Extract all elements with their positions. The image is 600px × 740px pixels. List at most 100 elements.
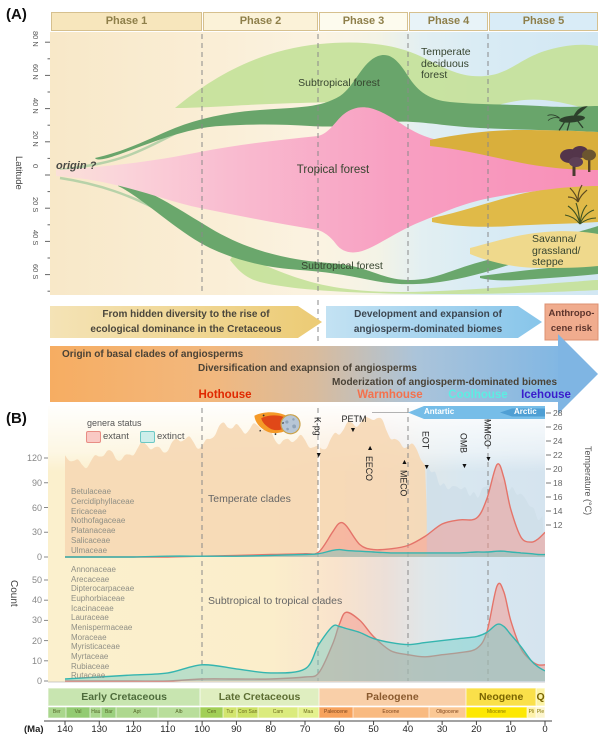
anthropocene-box xyxy=(544,303,599,341)
tropical-forest-label: Tropical forest xyxy=(296,164,370,176)
latitude-tick-label: 80 N xyxy=(31,31,40,48)
temperate-extant-fill xyxy=(64,463,545,558)
shrub-icon xyxy=(567,184,588,203)
count-top-tick-label: 60 xyxy=(31,502,42,513)
temperate-clades-label: Temperate clades xyxy=(208,493,291,505)
stage-con-san: Con San xyxy=(237,707,259,718)
count-bottom-tick-label: 10 xyxy=(31,655,42,666)
tropical-family-list: Annonaceae Arecaceae Dipterocarpaceae Eupho… xyxy=(71,565,134,681)
ma-tick-label: 100 xyxy=(194,724,211,735)
event-label-meco: MECO xyxy=(398,470,409,497)
climate-label-coolhouse: Coolhouse xyxy=(448,389,508,401)
ma-tick-label: 30 xyxy=(436,724,448,735)
tree-icon xyxy=(560,146,596,176)
family-name: Ulmaceae xyxy=(71,545,108,555)
latitude-tick-label: 60 N xyxy=(31,64,40,81)
anthropocene-line2: cene risk xyxy=(550,323,593,334)
family-name: Platanaceae xyxy=(71,526,116,536)
temperate-family-list: Betulaceae Cercidiphyllaceae Ericaceae Noth… xyxy=(71,487,134,556)
origin-label: origin ? xyxy=(56,160,97,172)
event-marker-omb: ▼ xyxy=(460,463,468,470)
stream-temperate-south xyxy=(230,252,598,294)
ma-tick-label: 80 xyxy=(265,724,276,735)
ma-tick-label: 70 xyxy=(299,724,311,735)
tropical-extant-fill xyxy=(64,583,545,682)
ma-tick-label: 50 xyxy=(368,724,379,735)
event-marker-petm: ▼ xyxy=(349,427,357,434)
family-name: Annonaceae xyxy=(71,565,116,574)
grass-icon xyxy=(564,202,597,225)
event-label-eot: EOT xyxy=(420,431,431,450)
panel-b-canvas xyxy=(44,406,551,683)
stage-tur: Tur xyxy=(223,707,238,718)
temperature-axis-label: Temperature (°C) xyxy=(583,446,593,516)
family-name: Dipterocarpaceae xyxy=(71,584,135,594)
tropical-clades-label: Subtropical to tropical clades xyxy=(208,595,343,607)
stage-pli: Pli xyxy=(526,707,537,718)
arrow1-line2: ecological dominance in the Cretaceous xyxy=(90,324,282,335)
legend-label-extinct: extinct xyxy=(157,431,185,442)
tropical-extinct-line xyxy=(64,623,545,680)
arctic-label: Arctic xyxy=(514,407,537,416)
family-name: Rubiaceae xyxy=(71,661,110,671)
temp-tick-label: 12 xyxy=(553,520,563,530)
ma-axis-label: (Ma) xyxy=(24,724,44,735)
stream-green-thin-south xyxy=(480,264,598,281)
family-name: Euphorbiaceae xyxy=(71,593,125,603)
count-top-tick-label: 120 xyxy=(26,453,42,463)
stage-eocene: Eocene xyxy=(352,707,429,718)
family-name: Moraceae xyxy=(71,632,107,642)
family-name: Myrtaceae xyxy=(71,651,109,661)
arrow1-text: From hidden diversity to the rise of eco… xyxy=(60,307,312,337)
temp-tick-label: 26 xyxy=(553,422,563,432)
stage-val: Val xyxy=(65,707,91,718)
temp-tick-label: 20 xyxy=(553,464,563,474)
family-name: Ericaceae xyxy=(71,506,107,516)
temperate-deciduous-label: Temperate deciduous forest xyxy=(421,46,471,81)
tropical-extant-line xyxy=(64,582,545,682)
period-neogene: Neogene xyxy=(466,688,537,706)
family-name: Menispermaceae xyxy=(71,622,133,632)
latitude-tick-label: 60 S xyxy=(31,263,40,280)
family-name: Salicaceae xyxy=(71,535,111,545)
stage-oligocene: Oligocene xyxy=(428,707,467,718)
stage-cam: Cam xyxy=(258,707,298,718)
count-top-tick-label: 90 xyxy=(31,477,42,488)
count-bottom-tick-label: 20 xyxy=(31,635,42,646)
event-label-petm: PETM xyxy=(341,414,367,424)
stage-apt: Apt xyxy=(116,707,158,718)
bigarrow-body xyxy=(50,346,558,402)
ma-tick-label: 110 xyxy=(160,724,176,735)
event-marker-eot: ▼ xyxy=(423,464,431,471)
temp-tick-label: 24 xyxy=(553,436,563,446)
climate-label-icehouse: Icehouse xyxy=(521,389,571,401)
count-top-tick-label: 0 xyxy=(36,552,42,562)
latitude-tick-label: 20 S xyxy=(31,197,40,213)
subtropical-forest-north-label: Subtropical forest xyxy=(298,77,380,89)
stream-savanna-south xyxy=(432,186,598,227)
phase-header-3: Phase 3 xyxy=(319,12,408,31)
family-name: Lauraceae xyxy=(71,613,109,623)
arrow2-text: Development and expansion of angiosperm-… xyxy=(330,307,526,337)
event-label-k-pg: K-pg xyxy=(312,417,323,436)
savanna-label: Savanna/ grassland/ steppe xyxy=(532,233,581,268)
legend-swatch-extant xyxy=(86,431,101,443)
bigarrow-line1: Origin of basal clades of angiosperms xyxy=(62,349,244,360)
latitude-tick-label: 0 xyxy=(31,164,40,169)
arrow-biomes xyxy=(326,306,542,338)
stage-cen: Cen xyxy=(200,707,224,718)
stream-subtropical-north xyxy=(95,54,598,160)
count-bottom-tick-label: 0 xyxy=(36,676,42,686)
count-bottom-tick-label: 30 xyxy=(31,615,42,626)
stage-maa: Maa xyxy=(297,707,319,718)
temp-tick-label: 22 xyxy=(553,450,563,460)
ma-tick-label: 10 xyxy=(505,724,516,735)
phase-header-4: Phase 4 xyxy=(409,12,488,31)
family-name: Rutaceae xyxy=(71,671,106,681)
stage-hau: Hau xyxy=(90,707,102,718)
period-late-cretaceous: Late Cretaceous xyxy=(200,688,319,706)
count-axis-label: Count xyxy=(8,580,19,607)
comet-icon xyxy=(254,412,301,436)
